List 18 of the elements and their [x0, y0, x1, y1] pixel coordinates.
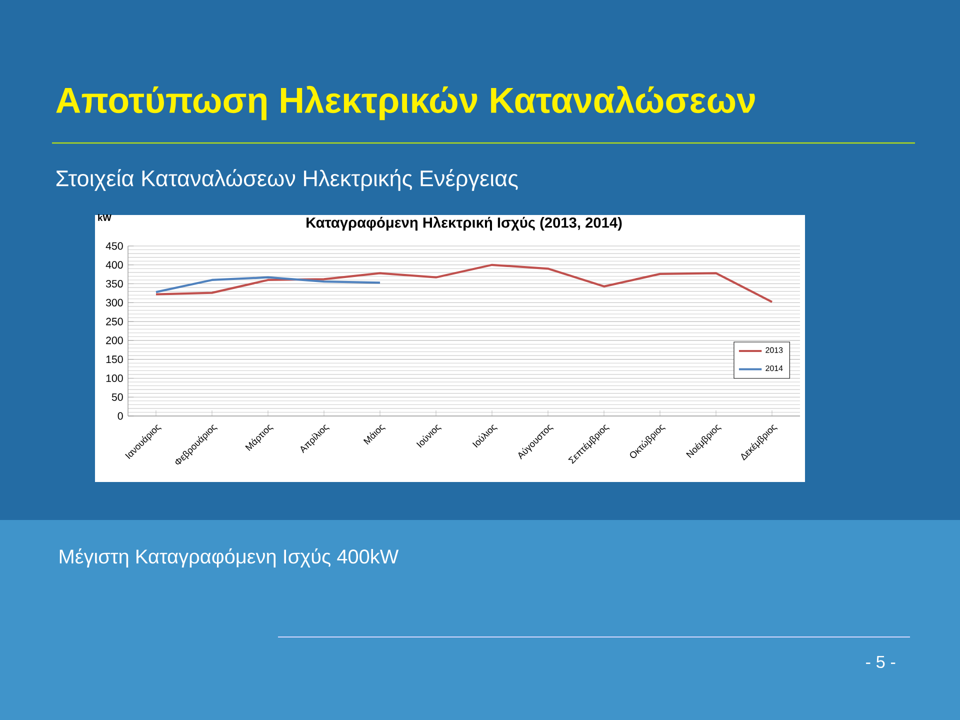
y-tick-label: 300	[106, 298, 123, 306]
y-tick-label: 100	[106, 374, 123, 382]
y-tick-label: 0	[118, 412, 123, 420]
y-tick-label: 150	[106, 356, 123, 364]
text: Μέγιστη Καταγραφόμενη Ισχύς 400kW	[60, 548, 399, 568]
line-series	[154, 276, 382, 294]
y-tick-label: 200	[106, 336, 123, 344]
text: Αποτύπωση Ηλεκτρικών Καταναλώσεων	[56, 86, 755, 120]
y-tick-label: 400	[106, 261, 123, 269]
y-axis-title: kW	[98, 214, 112, 221]
y-tick-label: 450	[106, 242, 123, 250]
y-tick-label: 350	[106, 280, 123, 288]
chart-title: Καταγραφόμενη Ηλεκτρική Ισχύς (2013, 2014)	[306, 216, 622, 231]
text: Στοιχεία Καταναλώσεων Ηλεκτρικής Ενέργειας	[56, 169, 518, 191]
line-series	[154, 264, 774, 303]
y-tick-label: 50	[112, 393, 123, 401]
text: - 5 -	[866, 656, 896, 668]
y-tick-label: 250	[106, 318, 123, 326]
